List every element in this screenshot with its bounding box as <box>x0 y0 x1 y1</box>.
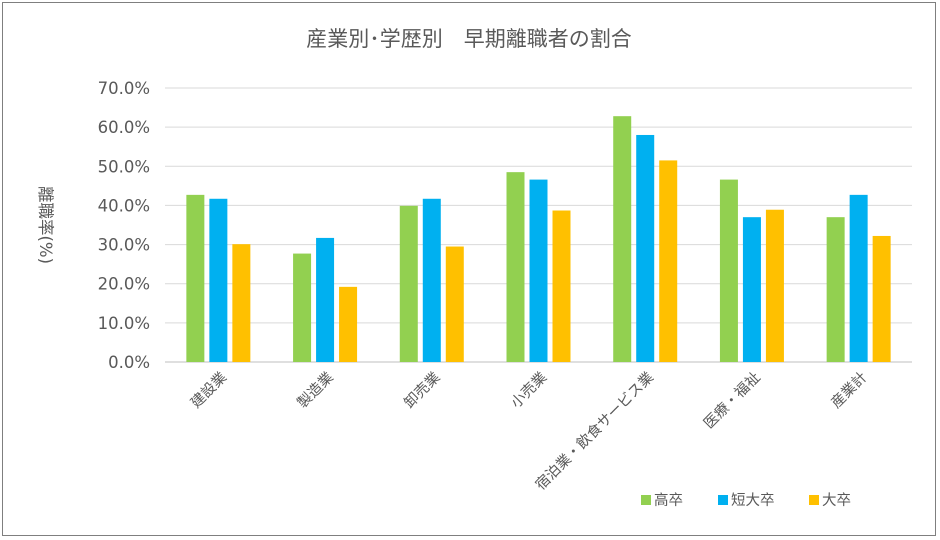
bar <box>316 237 335 362</box>
x-tick-label: 建設業 <box>187 369 230 412</box>
bar <box>636 134 655 362</box>
bar <box>742 217 761 362</box>
bar <box>232 244 251 362</box>
bar <box>186 194 205 362</box>
y-axis-label: 離職率(%) <box>36 186 55 264</box>
y-tick-label: 30.0% <box>98 236 150 255</box>
y-tick-label: 40.0% <box>98 196 150 215</box>
bar <box>659 160 678 362</box>
y-tick-label: 10.0% <box>98 314 150 333</box>
x-tick-label: 産業計 <box>828 369 871 412</box>
bar <box>529 179 548 362</box>
legend-swatch <box>718 495 728 505</box>
bar <box>445 246 464 362</box>
bar <box>872 235 891 362</box>
y-tick-label: 0.0% <box>108 353 150 372</box>
y-tick-label: 70.0% <box>98 79 150 98</box>
x-tick-label: 卸売業 <box>401 369 444 412</box>
legend-label: 短大卒 <box>731 492 775 509</box>
y-tick-label: 20.0% <box>98 275 150 294</box>
bar <box>506 172 525 362</box>
bar <box>719 179 738 362</box>
chart-title: 産業別･学歴別 早期離職者の割合 <box>306 27 632 51</box>
legend-label: 大卒 <box>822 492 851 509</box>
bar <box>399 205 418 362</box>
bar <box>339 286 358 362</box>
legend: 高卒 短大卒 大卒 <box>641 492 851 509</box>
legend-swatch <box>809 495 819 505</box>
x-tick-label: 医療・福祉 <box>700 369 763 432</box>
y-tick-label: 50.0% <box>98 157 150 176</box>
y-axis-ticks: 0.0% 10.0% 20.0% 30.0% 40.0% 50.0% 60.0% 70.0% <box>98 79 150 372</box>
bars <box>186 116 891 362</box>
bar <box>826 217 845 362</box>
legend-swatch <box>641 495 651 505</box>
bar <box>613 116 632 362</box>
legend-label: 高卒 <box>654 492 683 509</box>
y-tick-label: 60.0% <box>98 118 150 137</box>
bar <box>422 198 441 362</box>
bar <box>765 209 784 362</box>
x-tick-label: 製造業 <box>294 369 337 412</box>
x-tick-label: 小売業 <box>508 369 551 412</box>
x-tick-label: 宿泊業・飲食サービス業 <box>532 369 657 494</box>
bar <box>293 253 312 362</box>
bar <box>849 194 868 362</box>
bar <box>552 210 571 362</box>
bar <box>209 198 228 362</box>
